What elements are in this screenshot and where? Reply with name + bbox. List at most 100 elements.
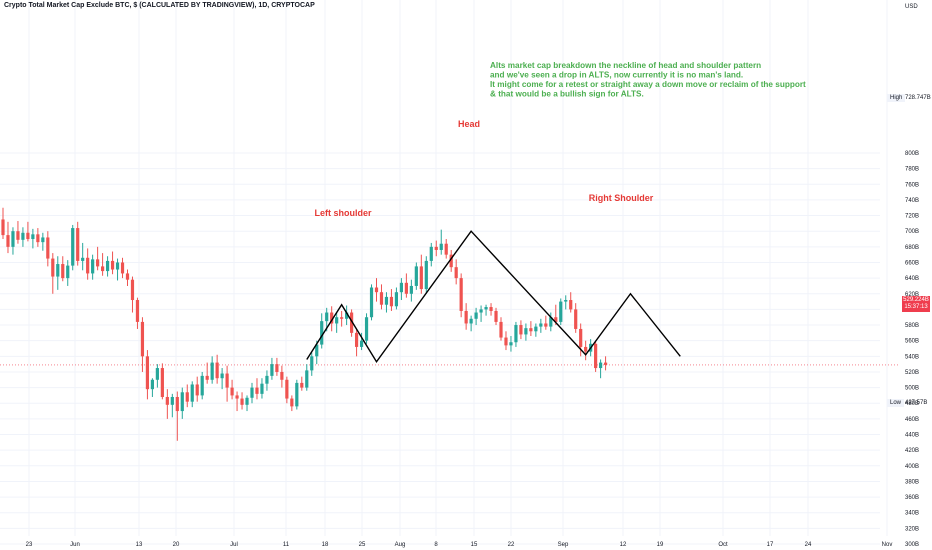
y-tick-label: 800B [905, 151, 919, 157]
candle-body [305, 370, 309, 388]
pattern-line [306, 230, 681, 364]
candle-body [215, 362, 219, 379]
chart-grid [0, 0, 900, 545]
candle-body [310, 356, 314, 371]
y-tick-label: 580B [905, 323, 919, 329]
candle-body [394, 292, 399, 307]
analysis-note-line: It might come for a retest or straight a… [490, 80, 806, 89]
x-tick-label: Sep [558, 542, 569, 548]
y-tick-label: 620B [905, 292, 919, 298]
y-tick-label: 540B [905, 354, 919, 360]
analysis-note-line: Alts market cap breakdown the neckline o… [490, 61, 761, 70]
candle-body [56, 264, 60, 277]
candle-body [21, 232, 25, 240]
candle-body [459, 278, 463, 311]
candle-body [125, 273, 130, 280]
candle-body [579, 328, 583, 347]
chart-title: Crypto Total Market Cap Exclude BTC, $ (… [4, 2, 315, 9]
y-tick-label: 760B [905, 182, 919, 188]
candle-body [519, 325, 523, 335]
candle-body [464, 310, 468, 324]
candle-body [335, 317, 339, 324]
candle-body [290, 398, 294, 407]
candle-body [414, 266, 418, 286]
candle-body [603, 362, 608, 365]
candle-body [325, 312, 329, 322]
candle-body [350, 312, 354, 333]
candle-body [275, 364, 279, 372]
candle-body [255, 387, 259, 394]
candles [1, 207, 608, 441]
candle-body [389, 296, 394, 307]
candle-body [160, 368, 164, 397]
x-tick-label: Jun [70, 542, 80, 548]
candle-body [419, 266, 423, 290]
candle-body [200, 375, 204, 396]
analysis-note: Alts market cap breakdown the neckline o… [490, 61, 806, 99]
candle-body [115, 262, 120, 270]
analysis-note-line: and we've seen a drop in ALTS, now curre… [490, 71, 743, 80]
candle-body [544, 323, 548, 327]
candle-body [529, 328, 533, 332]
y-tick-label: 740B [905, 198, 919, 204]
candle-body [205, 375, 209, 380]
candle-body [559, 301, 563, 322]
x-tick-label: 18 [322, 542, 329, 548]
x-tick-label: 22 [508, 542, 515, 548]
x-tick-label: 19 [657, 542, 664, 548]
candle-body [494, 310, 498, 322]
annotation-label: Left shoulder [314, 208, 371, 218]
candle-body [71, 228, 75, 266]
candle-body [76, 228, 80, 261]
x-tick-label: 13 [136, 542, 143, 548]
y-tick-label: 300B [905, 542, 919, 548]
chart-axes: 23 Jun 13 20 Jul 11 18 25 Aug 8 15 22 Sep 12 19 Oct 17 24… [26, 151, 919, 548]
candle-body [270, 364, 274, 376]
x-tick-label: 17 [767, 542, 774, 548]
high-value: 728.747B [905, 95, 931, 101]
y-tick-label: 460B [905, 417, 919, 423]
current-price-value: 529.224B [903, 297, 929, 303]
y-tick-label: 660B [905, 260, 919, 266]
candle-body [105, 260, 110, 272]
y-tick-label: 780B [905, 167, 919, 173]
candle-body [175, 396, 179, 412]
x-tick-label: Aug [395, 542, 406, 548]
y-tick-label: 680B [905, 245, 919, 251]
candle-body [584, 346, 588, 352]
head-and-shoulders-pattern [306, 230, 681, 364]
y-tick-label: 520B [905, 370, 919, 376]
high-label: High [887, 94, 906, 102]
candle-body [379, 292, 384, 305]
candle-body [569, 300, 573, 310]
candle-body [91, 259, 95, 274]
candle-body [295, 382, 299, 407]
y-tick-label: 360B [905, 495, 919, 501]
x-tick-label: 24 [805, 542, 812, 548]
candle-body [399, 282, 403, 293]
y-tick-label: 560B [905, 339, 919, 345]
candle-body [504, 337, 508, 346]
candle-body [101, 266, 105, 272]
candle-body [524, 328, 528, 335]
y-tick-label: 340B [905, 511, 919, 517]
candle-body [404, 282, 408, 294]
candle-body [574, 309, 578, 329]
candle-body [140, 321, 145, 357]
candle-body [265, 375, 269, 384]
x-tick-label: 12 [620, 542, 627, 548]
chart-annotations: Head Left shoulder Right Shoulder Alts mark… [314, 61, 806, 218]
annotation-label: Right Shoulder [589, 193, 654, 203]
candle-body [539, 323, 543, 327]
candle-body [245, 397, 249, 405]
candle-body [315, 344, 319, 357]
candle-body [185, 392, 189, 402]
candle-body [484, 307, 488, 310]
candle-body [439, 243, 443, 250]
candle-body [41, 237, 45, 243]
candle-body [6, 235, 10, 247]
current-price-badge: 529.224B 15:37:13 [902, 296, 930, 312]
candle-body [594, 343, 598, 369]
candle-body [170, 396, 174, 405]
